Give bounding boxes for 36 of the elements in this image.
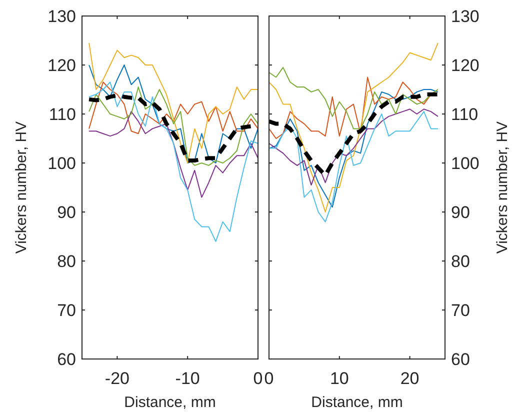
y2-tick-label: 120 [451,56,480,75]
y-tick-label: 100 [48,154,76,173]
y2-tick-label: 130 [451,7,480,26]
x-tick-label: 0 [253,369,263,388]
x-tick-label: 20 [400,369,420,388]
y2-tick-label: 60 [451,350,470,369]
line-series [88,82,258,242]
y2-tick-label: 100 [451,154,480,173]
y2-tick-label: 80 [451,252,470,271]
y-tick-label: 60 [57,350,76,369]
y-tick-label: 130 [48,7,76,26]
y-tick-label: 70 [57,301,76,320]
x-tick-label: -20 [104,369,130,388]
line-series [268,42,438,212]
line-series [268,111,438,222]
line-series [88,64,258,164]
y-tick-label: 80 [57,252,76,271]
y2-axis-title: Vickers number, HV [494,121,511,254]
line-series [88,82,258,134]
x-tick-label: 10 [330,369,349,388]
x-axis-title: Distance, mm [124,394,216,411]
y-tick-label: 120 [48,56,76,75]
line-series [88,42,258,164]
y-axis-title: Vickers number, HV [13,121,30,254]
x-axis-title: Distance, mm [311,394,403,411]
y-tick-label: 110 [48,105,76,124]
line-series [88,111,258,198]
line-series [268,89,438,208]
x-tick-label: 0 [264,369,274,388]
y-tick-label: 90 [57,203,76,222]
line-series [268,66,438,130]
x-tick-label: -10 [175,369,200,388]
y2-tick-label: 90 [451,203,470,222]
y2-tick-label: 70 [451,301,470,320]
y2-tick-label: 110 [451,105,478,124]
line-series [268,108,438,186]
